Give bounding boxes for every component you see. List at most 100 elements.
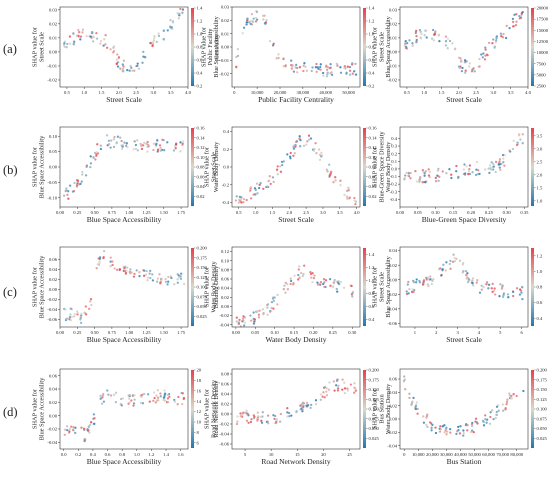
data-point [109,260,112,263]
data-point [445,433,448,436]
y-tick-label: -0.01 [387,64,397,69]
data-point [434,30,437,33]
y-tick-label: 0.04 [49,267,58,272]
x-tick-label: 0.30 [503,210,512,215]
colorbar-tick-label: 0.8 [197,45,203,50]
data-point [428,421,432,424]
data-point [282,57,285,60]
plot-frame [231,126,361,208]
x-tick-label: 1.5 [99,90,105,95]
chart-panel-9: 0.0 0.2 0.4 0.6 0.8 1.0 1.2 1.4 1.6 -0.04 -0.02 0.0… [32,368,220,466]
data-point [122,65,125,68]
y-tick-label: 0.04 [221,392,230,397]
data-point [65,187,68,190]
colorbar-tick-label: 0.2 [369,84,375,89]
data-point [462,429,465,432]
data-point [353,386,356,389]
data-point [453,256,456,260]
data-point [518,133,521,136]
colorbar-label: Blue Space Accessibility [213,15,220,77]
data-point [329,66,332,69]
data-point [405,292,409,296]
data-point [408,39,411,42]
data-point [299,271,303,275]
data-point [116,60,120,64]
y-tick-label: 0.10 [221,258,230,263]
data-point [407,174,410,177]
data-point [123,267,126,270]
data-point [408,287,411,291]
x-tick-label: 1.50 [160,330,169,335]
colorbar-tick-label: 20 [197,368,202,373]
data-point [302,69,305,73]
data-point [92,40,95,43]
data-point [145,269,148,273]
y-tick-label: 0.02 [221,295,230,300]
data-point [407,171,411,175]
colorbar [531,248,534,326]
x-tick-label: 0.5 [64,90,70,95]
y-tick-label: 0.06 [49,257,58,262]
y-tick-label: -0.02 [219,313,229,318]
data-point [464,269,468,273]
colorbar-tick-label: 0.150 [197,265,208,270]
data-point [315,62,318,66]
data-point [431,279,434,283]
data-point [434,180,438,183]
data-point [115,58,118,61]
data-point [502,409,505,412]
data-point [114,391,118,394]
data-point [267,422,270,425]
data-point [283,284,286,287]
data-point [132,148,135,151]
data-point [500,34,503,38]
data-point [346,189,349,192]
data-point [104,33,107,37]
colorbar-tick-label: 0.8 [369,291,375,296]
data-point [405,171,408,175]
data-point [468,172,472,176]
data-point [93,417,96,420]
x-tick-label: 0.75 [108,330,117,335]
data-point [153,35,156,38]
data-point [152,148,155,152]
data-point [314,66,318,69]
data-point [105,134,109,137]
data-point [155,394,158,397]
data-point [449,431,452,434]
data-point [403,375,406,378]
data-point [273,296,276,299]
data-point [313,147,316,151]
data-point [471,277,475,280]
data-point [492,289,496,293]
data-point [118,267,122,271]
x-axis-label: Public Facility Centrality [258,95,334,104]
y-tick-label: 0.00 [49,287,58,292]
data-point [334,176,337,179]
data-point [235,422,239,426]
colorbar-tick-label: 0.14 [369,135,378,140]
scatter-points [235,264,355,328]
x-tick-label: 1.0 [134,452,140,457]
chart-panel-4: 0.5 1.0 1.5 2.0 2.5 3.0 3.5 4.0 -0.4 -0.2 0.0 0.2 0.… [204,126,392,224]
x-tick-label: 0.15 [449,210,458,215]
colorbar [191,370,194,448]
x-tick-label: 1.50 [160,210,169,215]
data-point [452,253,455,256]
x-tick-label: 1.75 [177,330,186,335]
data-point [425,278,428,281]
data-point [485,421,488,424]
data-point [506,398,509,401]
y-tick-label: 0.00 [389,417,398,422]
scatter-points [62,7,185,73]
data-point [292,147,296,150]
data-point [262,187,265,191]
data-point [77,35,80,38]
data-point [69,307,72,310]
colorbar-tick-label: 0.6 [369,58,375,63]
data-point [180,272,183,275]
data-point [446,47,449,50]
data-point [179,7,182,11]
y-tick-label: 0.04 [221,286,230,291]
colorbar-tick-label: 0.075 [197,294,208,299]
